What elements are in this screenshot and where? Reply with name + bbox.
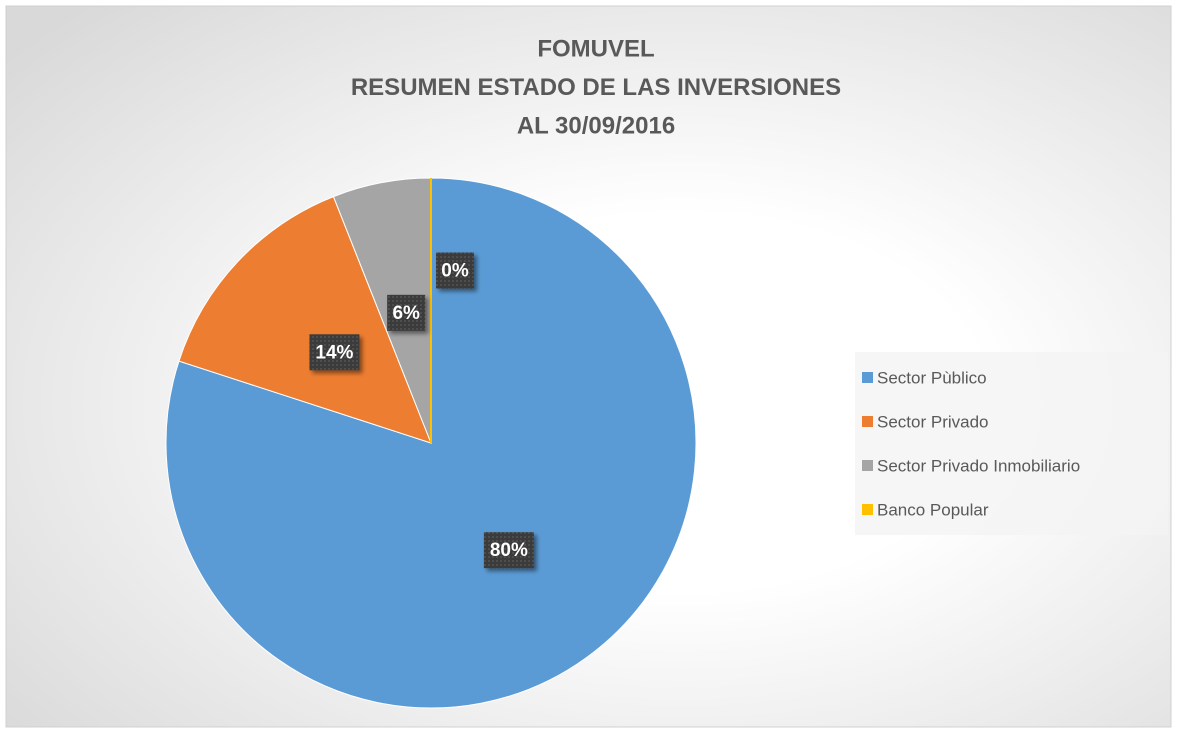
legend-box <box>855 352 1168 535</box>
chart-title: AL 30/09/2016 <box>517 112 675 139</box>
legend-swatch <box>862 416 873 427</box>
data-label: 80% <box>490 540 528 561</box>
legend-swatch <box>862 460 873 471</box>
legend-swatch <box>862 504 873 515</box>
data-label-box <box>436 252 474 289</box>
pie-slice <box>178 195 432 444</box>
chart-title: RESUMEN ESTADO DE LAS INVERSIONES <box>351 74 841 101</box>
legend-label: Sector Privado <box>877 412 989 431</box>
data-label: 14% <box>315 342 353 363</box>
legend-swatch <box>862 372 873 383</box>
chart-title: FOMUVEL <box>537 35 654 62</box>
legend-label: Banco Popular <box>877 500 989 519</box>
data-label: 6% <box>392 303 420 324</box>
data-label-box <box>309 334 360 371</box>
data-label-box <box>387 294 426 331</box>
data-label: 0% <box>441 261 469 282</box>
legend-label: Sector Pùblico <box>877 368 987 387</box>
legend-label: Sector Privado Inmobiliario <box>877 456 1080 475</box>
data-label-box <box>483 532 534 569</box>
